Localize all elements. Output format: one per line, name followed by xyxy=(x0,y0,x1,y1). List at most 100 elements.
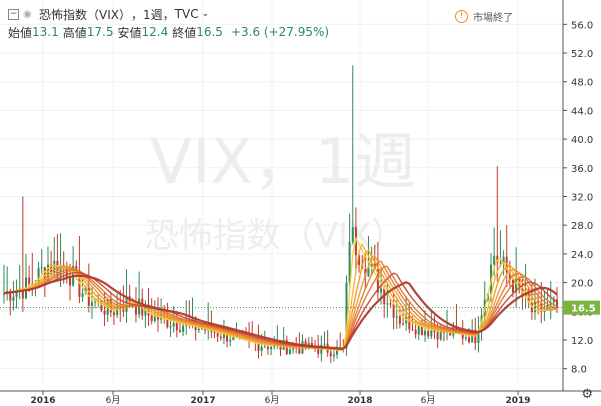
candle-body xyxy=(81,293,84,297)
candle-body xyxy=(172,322,175,327)
candle-body xyxy=(94,301,97,303)
candle-body xyxy=(323,343,326,345)
watermark-subtitle: 恐怖指数（VIX） xyxy=(145,216,406,256)
close-value: 16.5 xyxy=(196,25,223,39)
candle-body xyxy=(329,352,332,357)
candle-body xyxy=(40,267,43,269)
candle-body xyxy=(15,291,18,297)
candle-body xyxy=(175,322,178,331)
candle-body xyxy=(166,316,169,328)
x-tick-label: 2019 xyxy=(505,396,530,406)
y-tick-label: 56.0 xyxy=(571,20,593,31)
x-tick-label: 6月 xyxy=(265,395,280,406)
candle-body xyxy=(499,262,502,264)
candle-body xyxy=(336,347,339,355)
x-tick-label: 2016 xyxy=(30,396,55,406)
open-value: 13.1 xyxy=(32,25,59,39)
candle-body xyxy=(464,337,467,339)
candle-body xyxy=(84,286,87,294)
candle-body xyxy=(43,267,46,281)
x-tick-label: 6月 xyxy=(421,395,436,406)
high-value: 17.5 xyxy=(86,25,114,39)
candle-body xyxy=(411,329,414,331)
minus-box-icon[interactable]: − xyxy=(8,8,19,20)
candle-body xyxy=(417,324,420,335)
warning-circle-icon: ! xyxy=(455,10,468,23)
candle-body xyxy=(3,293,5,295)
candle-body xyxy=(408,315,411,330)
candle-body xyxy=(358,255,361,265)
candle-body xyxy=(112,312,115,316)
candle-body xyxy=(150,315,153,321)
candle-body xyxy=(9,290,12,301)
candle-body xyxy=(386,303,389,305)
y-tick-label: 12.0 xyxy=(571,336,593,347)
candle-body xyxy=(263,346,266,348)
candle-body xyxy=(493,255,496,265)
market-status[interactable]: ! 市場終了 xyxy=(455,9,513,24)
chevron-down-icon[interactable]: ⌄ xyxy=(201,9,210,19)
candle-body xyxy=(21,288,24,299)
candle-body xyxy=(153,314,156,321)
candle-body xyxy=(200,328,203,330)
candle-body xyxy=(12,296,15,301)
moving-average-line xyxy=(3,274,558,350)
y-tick-label: 8.0 xyxy=(571,365,587,376)
x-tick-label: 2017 xyxy=(190,396,215,406)
candle-body xyxy=(75,266,78,271)
change-value: +3.6 (+27.95%) xyxy=(230,25,330,39)
candle-body xyxy=(477,330,480,344)
candle-body xyxy=(37,267,40,285)
candle-body xyxy=(439,327,442,340)
y-tick-label: 52.0 xyxy=(571,49,593,60)
candle-body xyxy=(134,306,137,315)
candle-body xyxy=(229,340,232,342)
y-tick-label: 28.0 xyxy=(571,221,593,232)
candle-body xyxy=(468,337,471,343)
candle-body xyxy=(68,277,71,286)
candle-body xyxy=(420,324,423,336)
y-tick-label: 24.0 xyxy=(571,250,593,261)
candle-body xyxy=(116,306,119,316)
candle-body xyxy=(508,272,511,280)
interval-label[interactable]: 1週 xyxy=(143,7,163,22)
candle-body xyxy=(392,303,395,318)
candle-body xyxy=(345,282,348,349)
candle-body xyxy=(424,330,427,336)
y-tick-label: 48.0 xyxy=(571,78,593,89)
candle-body xyxy=(169,326,172,328)
eye-icon[interactable]: ◉ xyxy=(23,8,32,20)
candle-body xyxy=(257,342,260,351)
candle-body xyxy=(534,301,537,313)
candle-body xyxy=(380,288,383,293)
candle-body xyxy=(552,299,555,303)
candle-body xyxy=(260,346,263,351)
candle-body xyxy=(496,255,499,263)
candle-body xyxy=(370,264,373,268)
candle-body xyxy=(317,348,320,354)
candle-body xyxy=(266,346,269,350)
low-label: 安値 xyxy=(117,25,142,40)
candle-body xyxy=(178,330,181,332)
candle-body xyxy=(219,336,222,339)
candle-body xyxy=(402,323,405,325)
candle-body xyxy=(298,348,301,354)
candle-body xyxy=(90,302,93,306)
candle-body xyxy=(332,354,335,357)
gear-icon[interactable]: ⚙ xyxy=(581,387,593,402)
moving-average-line xyxy=(3,271,558,350)
candle-body xyxy=(414,329,417,335)
y-axis-area xyxy=(563,0,601,406)
ohlc-row: 始値 13.1 高値 17.5 安値 12.4 終値 16.5 +3.6 (+2… xyxy=(8,24,329,40)
candle-body xyxy=(537,301,540,303)
candle-body xyxy=(216,332,219,337)
candle-body xyxy=(204,328,207,331)
candle-body xyxy=(367,267,370,277)
chart-header: − ◉ 恐怖指数（VIX） ， 1週 ， TVC ⌄ 始値 13.1 高値 17… xyxy=(0,0,560,42)
candle-body xyxy=(182,325,185,332)
candle-body xyxy=(100,300,103,311)
watermark-title: VIX，1週 xyxy=(150,125,417,198)
candle-body xyxy=(310,342,313,348)
